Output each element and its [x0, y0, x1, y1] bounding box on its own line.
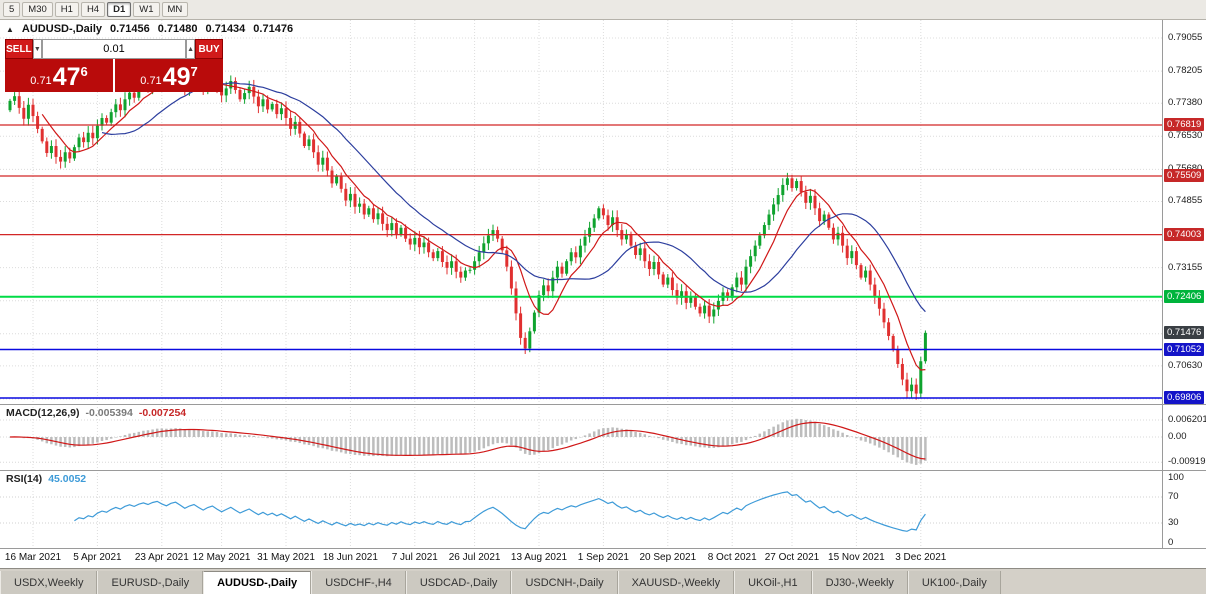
timeframe-button-m30[interactable]: M30	[22, 1, 53, 18]
buy-quote-prefix: 0.71	[140, 75, 162, 87]
price-axis-label: 0.79055	[1168, 32, 1203, 43]
macd-indicator-label: MACD(12,26,9) -0.005394 -0.007254	[6, 407, 186, 419]
moving-averages-layer	[41, 78, 926, 371]
ohlc-close: 0.71476	[253, 23, 294, 35]
collapse-chart-icon[interactable]: ▲	[6, 24, 14, 34]
timeframe-button-w1[interactable]: W1	[133, 1, 160, 18]
sell-quote-sup: 6	[80, 64, 88, 79]
sell-button[interactable]: SELL	[5, 39, 33, 59]
chart-area[interactable]: ▲ AUDUSD-,Daily 0.71456 0.71480 0.71434 …	[0, 20, 1206, 568]
price-line-label: 0.72406	[1164, 289, 1205, 303]
buy-quote[interactable]: 0.71 49 7	[115, 59, 223, 92]
macd-axis-label: 0.006201	[1168, 414, 1206, 425]
date-axis-label: 27 Oct 2021	[764, 552, 820, 563]
ohlc-open: 0.71456	[110, 23, 150, 35]
macd-main-value: -0.005394	[85, 407, 133, 419]
macd-axis-label: 0.00	[1168, 431, 1187, 442]
rsi-axis-label: 30	[1168, 517, 1179, 528]
rsi-layer	[74, 491, 926, 532]
sell-quote-big: 47	[52, 63, 81, 91]
chart-tab-dj30-weekly[interactable]: DJ30-,Weekly	[811, 571, 908, 594]
horizontal-lines-layer	[0, 124, 1162, 399]
price-axis[interactable]: 0.79055 0.78205 0.77380 0.76530 0.75680 0.748…	[1163, 20, 1206, 548]
chart-header: ▲ AUDUSD-,Daily 0.71456 0.71480 0.71434 …	[6, 23, 293, 35]
chart-tab-bar: USDX,Weekly EURUSD-,Daily AUDUSD-,Daily USD…	[0, 568, 1206, 594]
price-axis-label: 0.76530	[1168, 130, 1203, 142]
chart-tab-uk100-daily[interactable]: UK100-,Daily	[907, 571, 1001, 594]
price-line-label: 0.71052	[1164, 342, 1205, 356]
chart-tab-usdcad-daily[interactable]: USDCAD-,Daily	[405, 571, 512, 594]
date-axis-label: 7 Jul 2021	[391, 552, 438, 563]
date-axis-label: 8 Oct 2021	[707, 552, 757, 563]
price-axis-label: 0.70630	[1168, 359, 1203, 371]
price-line-label: 0.75509	[1164, 169, 1205, 183]
date-axis-label: 31 May 2021	[257, 552, 315, 563]
timeframe-button-h4[interactable]: H4	[80, 1, 106, 18]
grid-layer	[0, 20, 1162, 548]
rsi-axis-label: 70	[1168, 491, 1179, 502]
ohlc-high: 0.71480	[157, 23, 198, 35]
rsi-axis-label: 0	[1168, 536, 1174, 548]
timeframe-button-d1[interactable]: D1	[107, 1, 132, 18]
timeframe-button-mn[interactable]: MN	[161, 1, 189, 18]
chart-tab-ukoil-h1[interactable]: UKOil-,H1	[734, 571, 812, 594]
buy-button[interactable]: BUY	[195, 39, 223, 59]
chart-tab-audusd-daily[interactable]: AUDUSD-,Daily	[203, 571, 312, 594]
chart-symbol-label: AUDUSD-,Daily	[21, 23, 102, 35]
candlesticks-layer	[8, 67, 927, 400]
chart-tab-usdchf-h4[interactable]: USDCHF-,H4	[311, 571, 406, 594]
chart-tab-usdx-weekly[interactable]: USDX,Weekly	[0, 571, 98, 594]
price-axis-label: 0.78205	[1168, 65, 1203, 77]
volume-input[interactable]	[42, 39, 186, 59]
macd-signal-value: -0.007254	[138, 407, 187, 419]
price-axis-label: 0.73155	[1168, 261, 1203, 273]
macd-layer	[8, 418, 927, 465]
buy-quote-big: 49	[162, 63, 191, 91]
sell-quote[interactable]: 0.71 47 6	[5, 59, 113, 92]
date-axis-label: 13 Aug 2021	[510, 552, 568, 563]
date-axis-label: 1 Sep 2021	[577, 552, 629, 563]
date-axis-label: 12 May 2021	[192, 552, 251, 563]
date-axis-label: 5 Apr 2021	[73, 552, 122, 563]
price-axis-label: 0.74855	[1168, 195, 1203, 207]
chart-tab-usdcnh-daily[interactable]: USDCNH-,Daily	[511, 571, 618, 594]
date-axis-label: 16 Mar 2021	[4, 552, 62, 563]
price-line-label: 0.69806	[1164, 391, 1205, 404]
chart-canvas[interactable]	[0, 20, 1206, 548]
rsi-value: 45.0052	[48, 473, 87, 485]
macd-name: MACD(12,26,9)	[6, 407, 80, 419]
volume-down-button[interactable]: ▼	[32, 39, 42, 59]
timeframe-bar: 5 M30 H1 H4 D1 W1 MN	[0, 0, 1206, 20]
price-line-label: 0.71476	[1164, 325, 1205, 339]
timeframe-button-5[interactable]: 5	[3, 1, 21, 18]
chart-tab-eurusd-daily[interactable]: EURUSD-,Daily	[97, 571, 204, 594]
date-axis-label: 3 Dec 2021	[895, 552, 947, 563]
rsi-axis-label: 100	[1168, 471, 1184, 483]
price-line-label: 0.76819	[1164, 118, 1205, 132]
date-axis-label: 20 Sep 2021	[639, 552, 697, 563]
price-line-label: 0.74003	[1164, 227, 1205, 241]
date-axis-label: 23 Apr 2021	[134, 552, 189, 563]
volume-up-button[interactable]: ▲	[186, 39, 196, 59]
sell-quote-prefix: 0.71	[30, 75, 52, 87]
date-axis-label: 15 Nov 2021	[828, 552, 885, 563]
timeframe-button-h1[interactable]: H1	[54, 1, 79, 18]
date-axis-label: 26 Jul 2021	[448, 552, 501, 563]
panel-borders-layer	[0, 20, 1206, 548]
date-axis-label: 18 Jun 2021	[322, 552, 378, 563]
chart-tab-xauusd-weekly[interactable]: XAUUSD-,Weekly	[617, 571, 735, 594]
rsi-indicator-label: RSI(14) 45.0052	[6, 473, 86, 485]
price-axis-label: 0.75680	[1168, 163, 1202, 174]
price-axis-label: 0.77380	[1168, 97, 1203, 109]
buy-quote-sup: 7	[190, 64, 198, 79]
rsi-name: RSI(14)	[6, 473, 43, 485]
date-axis[interactable]: 16 Mar 2021 5 Apr 2021 23 Apr 2021 12 May 2…	[0, 548, 1206, 568]
ohlc-low: 0.71434	[205, 23, 246, 35]
macd-axis-label: -0.009193	[1168, 456, 1206, 468]
one-click-trading-panel: SELL ▼ ▲ BUY 0.71 47 6 0.71 49 7	[5, 39, 223, 92]
